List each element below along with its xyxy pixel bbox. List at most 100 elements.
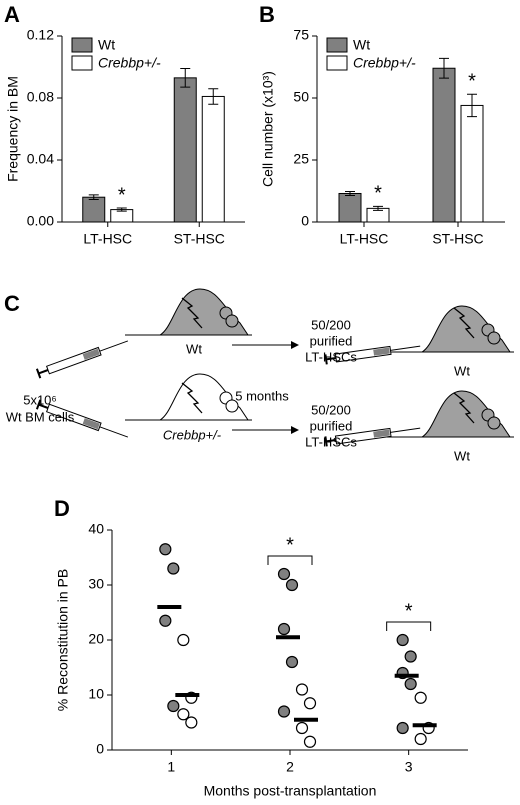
bar [460,104,484,223]
y-tick-label: 25 [293,151,309,167]
transfer-label: 50/200 [311,402,351,417]
syringe [35,340,129,379]
transfer-label: LT-HSCs [305,349,357,364]
x-tick-label: ST-HSC [174,231,225,247]
y-tick-label: 50 [293,89,309,105]
data-point [167,562,180,575]
y-axis-label: Cell number (x10³) [260,71,276,187]
legend-swatch [326,55,348,71]
significance-marker: * [118,184,126,206]
data-point [303,735,317,748]
error-bar [439,57,449,79]
legend-swatch [71,37,93,53]
error-bar [345,190,355,196]
panel-letter: D [54,496,70,521]
plunger-end [324,436,328,447]
recipient-label: Wt [454,448,470,463]
plunger-end [324,354,328,365]
syringe [324,345,421,365]
legend-swatch [326,37,348,53]
radiation [453,307,475,339]
x-tick-label: 3 [405,759,413,775]
x-tick-label: ST-HSC [432,231,483,247]
legend-label: Crebbp+/- [98,55,161,71]
y-tick-label: 75 [293,27,309,43]
data-point [177,708,190,721]
mouse-ear [487,331,501,345]
bar [173,77,197,223]
transfer-label: purified [310,418,353,433]
legend-swatch [71,55,93,71]
radiation [181,297,203,329]
y-tick-label: 20 [88,631,104,647]
barrel-fill [82,348,100,360]
y-tick-label: 10 [88,686,104,702]
needle [99,340,129,352]
barrel-fill [373,347,390,356]
x-axis-label: Months post-transplantation [204,783,377,799]
legend-label: Wt [98,37,115,53]
y-tick-label: 40 [88,521,104,537]
mouse-ear [225,399,239,413]
data-point [285,655,299,669]
data-point [404,677,417,691]
significance-marker: * [468,71,476,93]
interval-label: 5 months [235,388,289,403]
y-tick-label: 0.08 [27,89,54,105]
mouse-ear [487,416,501,430]
bar [82,196,106,223]
plunger [325,357,337,361]
syringe [35,399,129,438]
x-tick-label: LT-HSC [340,231,389,247]
significance-bracket [267,555,313,565]
transfer-label: 50/200 [311,317,351,332]
significance-marker: * [374,183,382,205]
barrel-fill [82,418,100,430]
significance-marker: * [405,600,413,622]
data-point [277,622,291,636]
legend-label: Crebbp+/- [353,55,416,71]
radiation [181,382,203,414]
syringe [324,427,421,447]
barrel-fill [373,429,390,438]
transfer-label: purified [310,333,353,348]
y-axis-label: % Reconstitution in PB [55,569,71,711]
data-point [185,716,198,729]
needle [390,345,421,351]
bar [432,67,456,223]
needle [390,427,421,433]
mouse [158,288,249,336]
donor-label: Crebbp+/- [163,427,222,442]
x-tick-label: 2 [286,759,294,775]
plunger [325,439,337,443]
data-point [277,567,291,581]
data-point [414,732,427,746]
panel-letter: B [259,2,275,27]
bar [338,192,362,223]
cells-label: 5x10⁶ [23,392,57,407]
data-point [177,633,190,647]
data-point [167,699,180,713]
x-tick-label: 1 [167,759,175,775]
y-tick-label: 0.04 [27,151,54,167]
cells-label: Wt BM cells [6,409,75,424]
donor-label: Wt [186,341,202,356]
data-point [277,705,291,718]
y-tick-label: 0 [301,213,309,229]
bar [201,95,225,223]
data-point [414,691,427,704]
panel-letter: C [4,291,20,316]
error-bar [116,207,127,212]
data-point [159,543,172,556]
legend-label: Wt [353,37,370,53]
error-bar [373,205,383,211]
data-point [285,578,299,592]
transfer-label: LT-HSCs [305,434,357,449]
data-point [396,721,409,735]
error-bar [467,93,477,118]
needle [99,426,129,438]
y-tick-label: 30 [88,576,104,592]
plunger-end [35,368,42,379]
y-tick-label: 0.12 [27,27,54,43]
